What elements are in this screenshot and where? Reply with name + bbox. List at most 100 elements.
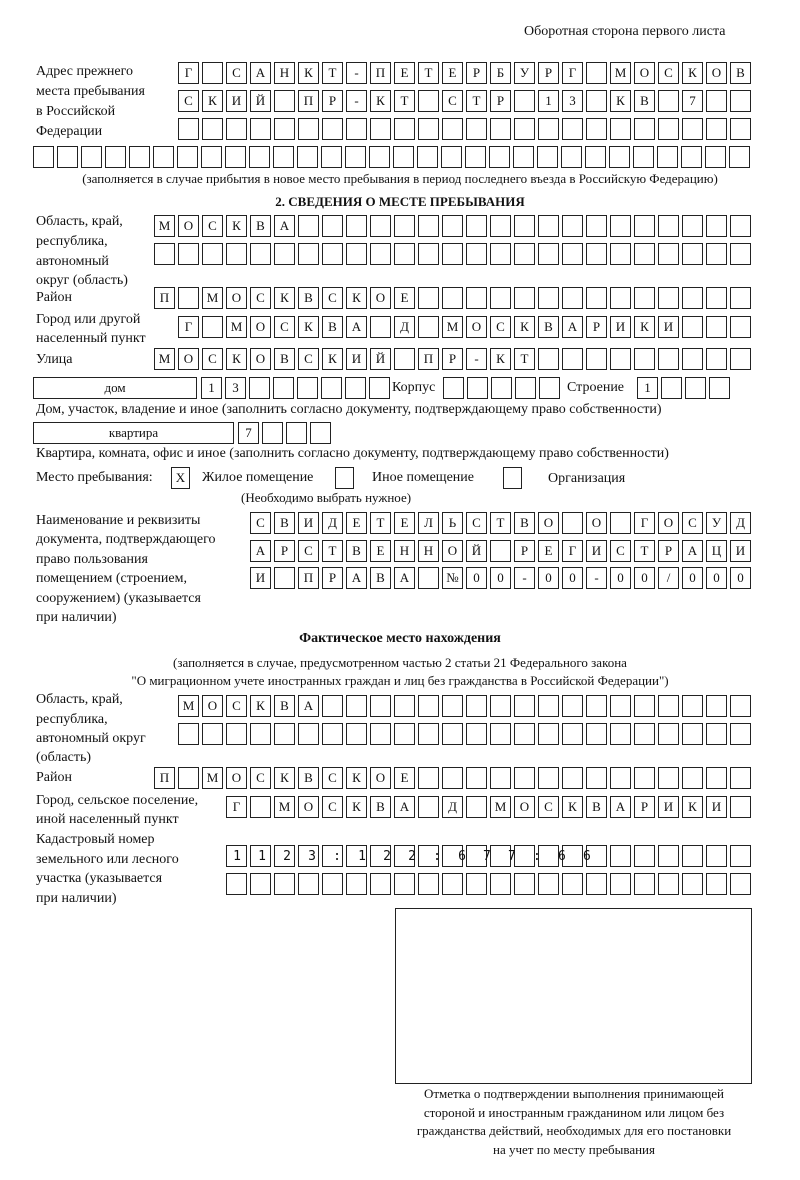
char-cell[interactable]: С [250,287,271,309]
char-cell[interactable] [178,118,199,140]
char-cell[interactable] [418,695,439,717]
char-cell[interactable] [562,287,583,309]
char-cell[interactable] [682,243,703,265]
char-cell[interactable] [417,146,438,168]
char-cell[interactable] [682,695,703,717]
char-cell[interactable]: Е [394,767,415,789]
char-cell[interactable]: 0 [610,567,631,589]
char-cell[interactable] [634,348,655,370]
char-cell[interactable] [610,348,631,370]
char-cell[interactable]: А [682,540,703,562]
char-cell[interactable] [706,695,727,717]
char-cell[interactable] [442,118,463,140]
char-cell[interactable]: А [250,540,271,562]
char-cell[interactable]: К [322,348,343,370]
char-cell[interactable]: Р [490,90,511,112]
char-cell[interactable] [706,873,727,895]
char-cell[interactable]: Й [466,540,487,562]
char-cell[interactable] [682,118,703,140]
char-cell[interactable] [657,146,678,168]
char-cell[interactable] [442,215,463,237]
char-cell[interactable] [418,796,439,818]
char-cell[interactable]: Т [418,62,439,84]
char-cell[interactable]: Е [538,540,559,562]
char-cell[interactable] [346,873,367,895]
char-cell[interactable] [418,567,439,589]
char-cell[interactable] [634,287,655,309]
char-cell[interactable]: 1 [201,377,222,399]
char-cell[interactable] [321,146,342,168]
char-cell[interactable] [730,796,751,818]
char-cell[interactable] [394,695,415,717]
actual-region-row-2[interactable] [178,723,754,745]
char-cell[interactable]: С [682,512,703,534]
char-cell[interactable]: О [298,796,319,818]
char-cell[interactable] [682,767,703,789]
char-cell[interactable] [274,118,295,140]
char-cell[interactable] [250,118,271,140]
char-cell[interactable]: С [202,215,223,237]
char-cell[interactable]: Т [370,512,391,534]
char-cell[interactable] [658,287,679,309]
char-cell[interactable]: М [154,348,175,370]
char-cell[interactable] [658,215,679,237]
char-cell[interactable]: С [442,90,463,112]
char-cell[interactable] [346,845,367,867]
char-cell[interactable]: 1 [538,90,559,112]
char-cell[interactable] [706,287,727,309]
char-cell[interactable] [81,146,102,168]
char-cell[interactable] [274,90,295,112]
char-cell[interactable]: 7 [682,90,703,112]
char-cell[interactable] [634,243,655,265]
char-cell[interactable] [586,767,607,789]
char-cell[interactable]: Е [442,62,463,84]
char-cell[interactable]: В [586,796,607,818]
char-cell[interactable]: Т [514,348,535,370]
char-cell[interactable] [298,845,319,867]
char-cell[interactable] [370,118,391,140]
char-cell[interactable]: - [346,90,367,112]
char-cell[interactable]: С [538,796,559,818]
char-cell[interactable] [730,90,751,112]
char-cell[interactable] [250,243,271,265]
char-cell[interactable]: О [226,287,247,309]
char-cell[interactable] [634,873,655,895]
char-cell[interactable] [730,243,751,265]
char-cell[interactable] [562,873,583,895]
char-cell[interactable]: В [250,215,271,237]
char-cell[interactable]: М [202,287,223,309]
char-cell[interactable] [730,215,751,237]
char-cell[interactable]: К [634,316,655,338]
char-cell[interactable] [346,723,367,745]
char-cell[interactable] [562,723,583,745]
char-cell[interactable] [226,243,247,265]
char-cell[interactable]: К [250,695,271,717]
char-cell[interactable]: - [514,567,535,589]
char-cell[interactable]: Т [466,90,487,112]
char-cell[interactable] [370,695,391,717]
char-cell[interactable]: В [370,567,391,589]
char-cell[interactable]: А [298,695,319,717]
char-cell[interactable]: К [274,287,295,309]
char-cell[interactable] [633,146,654,168]
char-cell[interactable]: А [346,316,367,338]
char-cell[interactable]: Н [394,540,415,562]
char-cell[interactable]: П [298,567,319,589]
char-cell[interactable] [394,118,415,140]
char-cell[interactable] [586,90,607,112]
char-cell[interactable]: Е [370,540,391,562]
option-residential-checkbox[interactable]: X [171,467,190,489]
char-cell[interactable]: 0 [466,567,487,589]
char-cell[interactable]: А [274,215,295,237]
char-cell[interactable]: В [274,695,295,717]
char-cell[interactable] [370,873,391,895]
char-cell[interactable]: П [154,287,175,309]
char-cell[interactable] [442,873,463,895]
char-cell[interactable]: О [226,767,247,789]
char-cell[interactable] [153,146,174,168]
char-cell[interactable]: Г [178,316,199,338]
char-cell[interactable]: К [226,215,247,237]
